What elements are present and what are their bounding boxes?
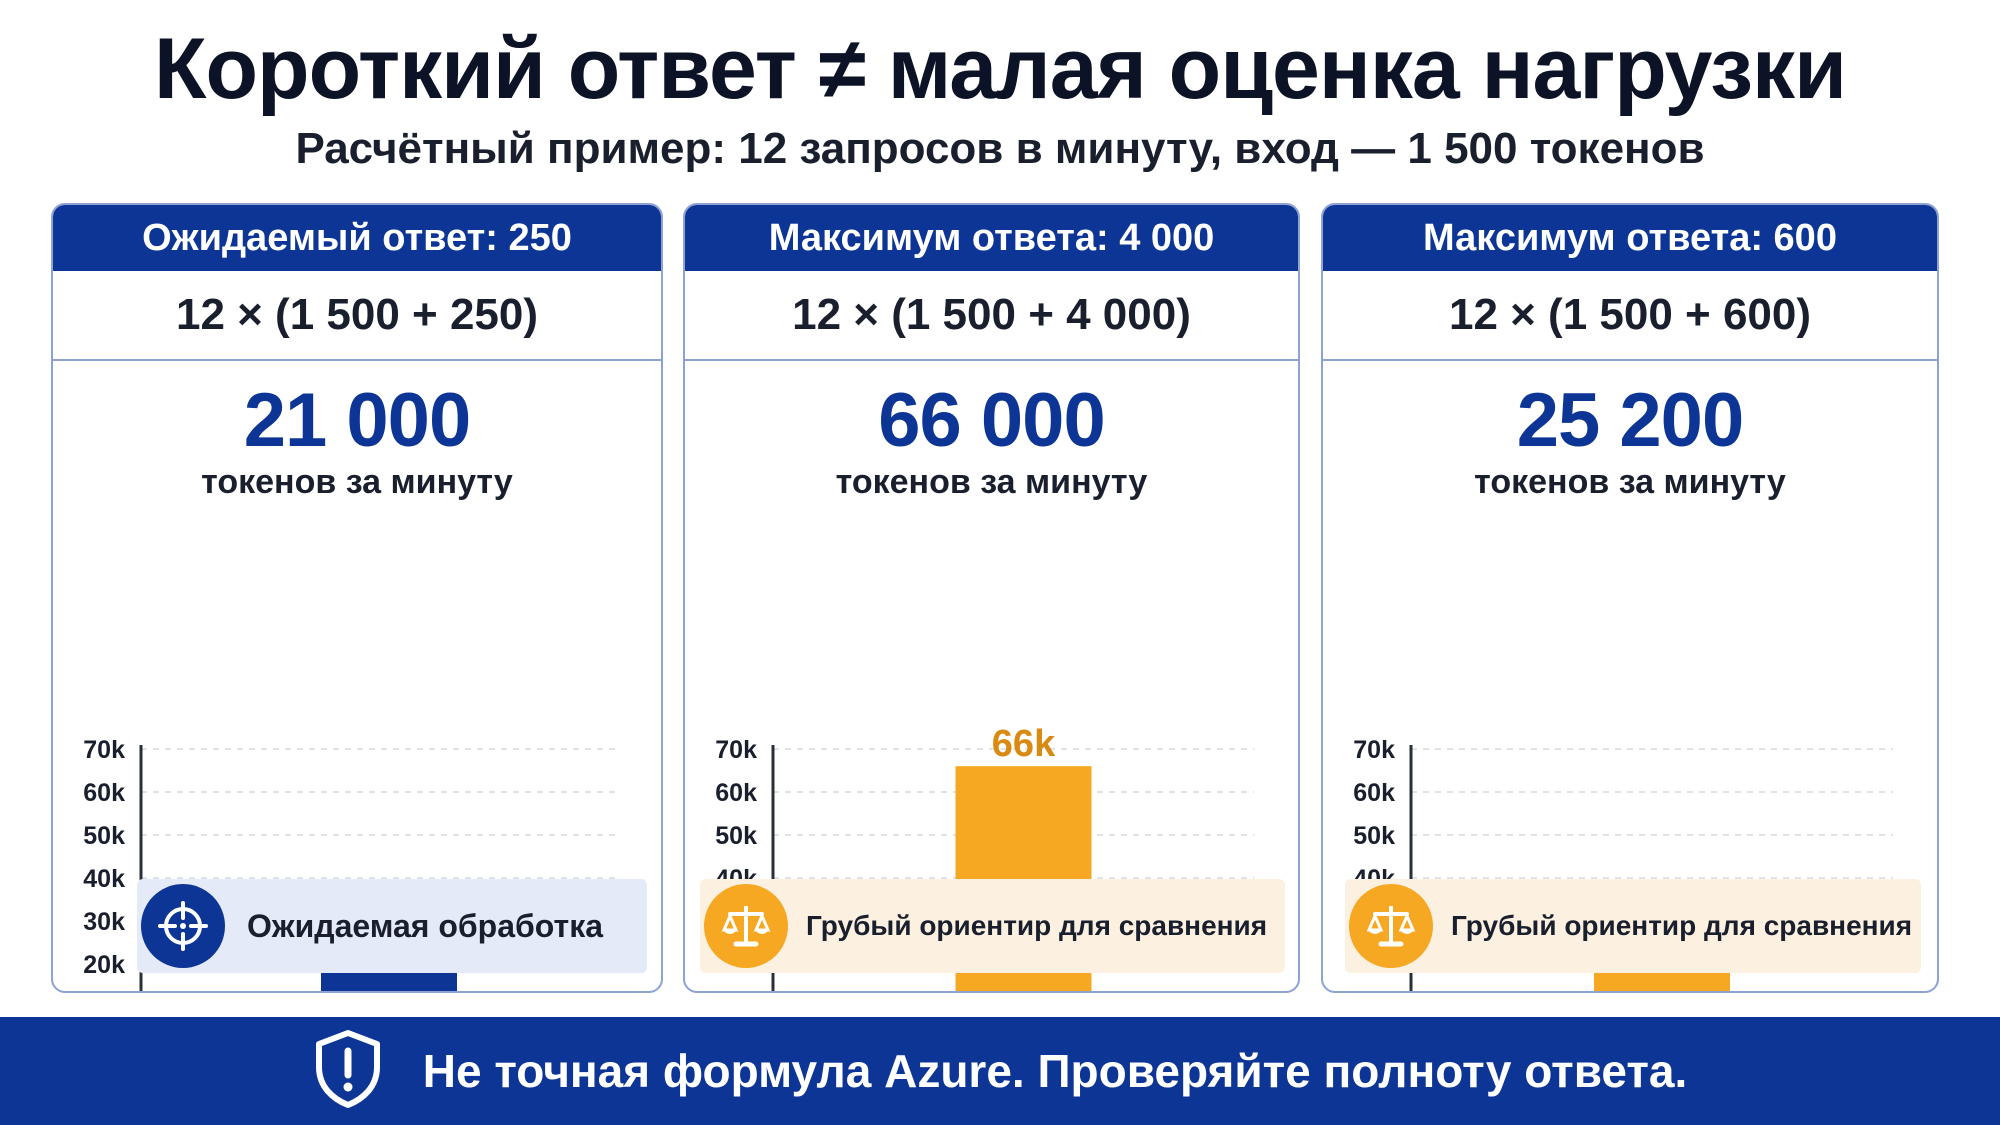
scenario-card-expected: Ожидаемый ответ: 250 12 × (1 500 + 250) … [51,203,663,993]
badge-rough-reference: Грубый ориентир для сравнения [1345,879,1921,973]
card-total: 25 200 [1516,378,1744,463]
y-tick-label: 60k [715,779,757,807]
card-header: Максимум ответа: 600 [1323,205,1937,271]
y-tick-label: 70k [83,736,125,764]
scenario-card-max-600: Максимум ответа: 600 12 × (1 500 + 600) … [1321,203,1939,993]
y-tick-label: 60k [83,779,125,807]
y-tick-label: 40k [83,865,125,893]
footer-text: Не точная формула Azure. Проверяйте полн… [422,1045,1688,1097]
card-header: Максимум ответа: 4 000 [685,205,1298,271]
card-formula: 12 × (1 500 + 250) [53,271,661,361]
footer-banner: Не точная формула Azure. Проверяйте полн… [0,1017,2000,1125]
card-header: Ожидаемый ответ: 250 [53,205,661,271]
y-tick-label: 50k [1353,822,1395,850]
y-tick-label: 50k [715,822,757,850]
card-formula: 12 × (1 500 + 4 000) [685,271,1298,361]
card-formula: 12 × (1 500 + 600) [1323,271,1937,361]
card-total: 21 000 [243,378,471,463]
scenario-card-max-4000: Максимум ответа: 4 000 12 × (1 500 + 4 0… [683,203,1300,993]
y-tick-label: 70k [1353,736,1395,764]
scales-icon [704,884,788,968]
y-tick-label: 20k [83,951,125,979]
y-tick-label: 70k [715,736,757,764]
badge-label: Ожидаемая обработка [247,907,603,944]
bar-data-label: 66k [992,723,1056,765]
scales-icon [1349,884,1433,968]
card-unit: токенов за минуту [201,463,513,501]
shield-alert-icon [313,1029,383,1114]
page-subtitle: Расчётный пример: 12 запросов в минуту, … [295,124,1705,173]
y-tick-label: 30k [83,908,125,936]
card-unit: токенов за минуту [835,463,1148,501]
badge-expected-processing: Ожидаемая обработка [137,879,647,973]
card-unit: токенов за минуту [1474,463,1786,501]
target-icon [141,884,225,968]
y-tick-label: 60k [1353,779,1395,807]
y-tick-label: 50k [83,822,125,850]
badge-label: Грубый ориентир для сравнения [806,910,1268,941]
page-title: Короткий ответ ≠ малая оценка нагрузки [154,21,1847,117]
badge-rough-reference: Грубый ориентир для сравнения [700,879,1285,973]
card-total: 66 000 [878,378,1105,463]
badge-label: Грубый ориентир для сравнения [1451,910,1913,941]
